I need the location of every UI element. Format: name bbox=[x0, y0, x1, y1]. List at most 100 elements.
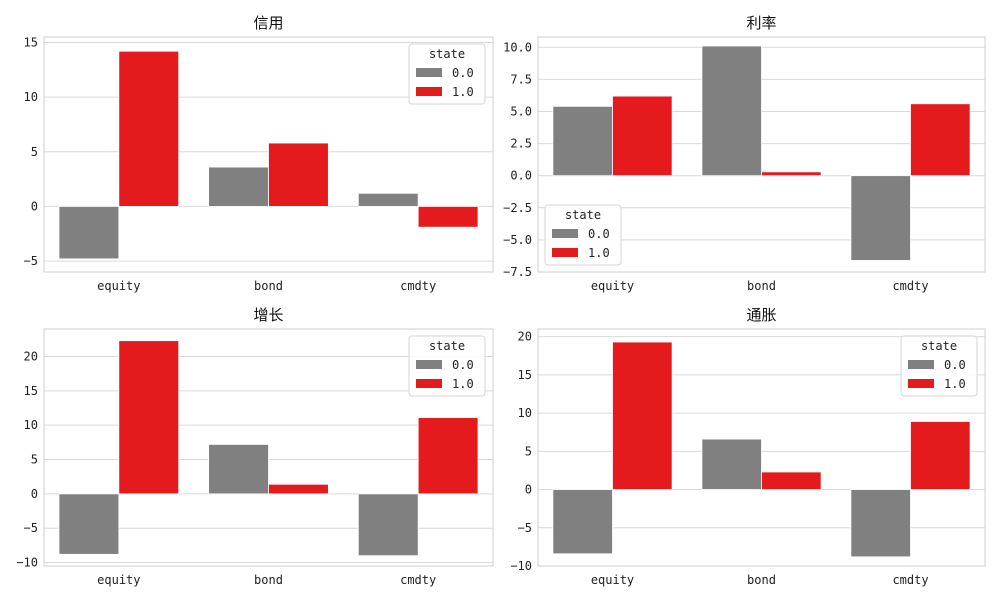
y-tick-label: −2.5 bbox=[503, 201, 532, 215]
bar-equity-0.0 bbox=[58, 493, 120, 555]
axes-frame bbox=[537, 36, 986, 273]
legend-swatch-1.0 bbox=[416, 87, 442, 96]
x-tick-label: equity bbox=[591, 573, 634, 587]
y-tick-label: 0 bbox=[31, 199, 38, 213]
legend-swatch-1.0 bbox=[908, 379, 934, 388]
axes-frame bbox=[43, 36, 494, 273]
y-tick-label: 20 bbox=[24, 349, 38, 363]
chart-title: 信用 bbox=[253, 14, 283, 32]
legend: state 0.0 1.0 bbox=[544, 204, 622, 266]
bar-cmdty-0.0 bbox=[850, 489, 911, 558]
legend-label-0.0: 0.0 bbox=[944, 358, 966, 372]
y-tick-label: 5.0 bbox=[510, 104, 532, 118]
legend-label-0.0: 0.0 bbox=[588, 227, 610, 241]
x-tick-label: cmdty bbox=[400, 279, 436, 293]
legend-swatch-0.0 bbox=[416, 360, 442, 369]
legend-swatch-1.0 bbox=[552, 248, 578, 257]
x-tick-label: bond bbox=[747, 573, 776, 587]
chart-panel-3: −10 −5 0 5 10 15 20 equity bond cmdty 增长 state 0.0 1.… bbox=[16, 306, 494, 587]
legend-swatch-0.0 bbox=[908, 360, 934, 369]
legend: state 0.0 1.0 bbox=[900, 335, 978, 397]
axes-frame bbox=[537, 328, 986, 567]
bar-cmdty-0.0 bbox=[850, 175, 911, 261]
bar-bond-0.0 bbox=[208, 444, 269, 495]
legend-title: state bbox=[429, 339, 465, 353]
chart-title: 通胀 bbox=[746, 306, 776, 324]
y-tick-label: 15 bbox=[24, 384, 38, 398]
y-tick-label: 5 bbox=[31, 145, 38, 159]
x-tick-label: equity bbox=[591, 279, 634, 293]
legend-label-0.0: 0.0 bbox=[452, 358, 474, 372]
y-tick-label: 10 bbox=[518, 406, 532, 420]
x-tick-label: bond bbox=[747, 279, 776, 293]
chart-title: 增长 bbox=[253, 306, 283, 324]
x-tick-label: bond bbox=[254, 279, 283, 293]
y-tick-label: −5.0 bbox=[503, 233, 532, 247]
chart-panel-4: −10 −5 0 5 10 15 20 equity bond cmdty 通胀 state 0.0 1.… bbox=[510, 306, 986, 587]
bar-equity-1.0 bbox=[118, 50, 180, 207]
y-tick-label: 0.0 bbox=[510, 169, 532, 183]
legend-label-1.0: 1.0 bbox=[452, 377, 474, 391]
x-tick-label: cmdty bbox=[400, 573, 436, 587]
y-tick-label: −5 bbox=[24, 521, 38, 535]
bar-bond-1.0 bbox=[761, 471, 822, 490]
legend: state 0.0 1.0 bbox=[408, 335, 486, 397]
y-tick-label: −10 bbox=[510, 559, 532, 573]
y-tick-label: 15 bbox=[518, 368, 532, 382]
chart-title: 利率 bbox=[746, 14, 776, 32]
axes-frame bbox=[43, 328, 494, 567]
legend-title: state bbox=[429, 47, 465, 61]
y-tick-label: 0 bbox=[31, 487, 38, 501]
y-tick-label: 20 bbox=[518, 330, 532, 344]
bar-cmdty-1.0 bbox=[910, 421, 971, 490]
legend: state 0.0 1.0 bbox=[408, 43, 486, 105]
legend-label-1.0: 1.0 bbox=[944, 377, 966, 391]
legend-label-1.0: 1.0 bbox=[588, 246, 610, 260]
bar-cmdty-1.0 bbox=[910, 103, 971, 177]
legend-label-1.0: 1.0 bbox=[452, 85, 474, 99]
x-tick-label: cmdty bbox=[892, 573, 928, 587]
bar-equity-0.0 bbox=[552, 105, 613, 177]
legend-title: state bbox=[565, 208, 601, 222]
y-tick-label: −5 bbox=[518, 521, 532, 535]
x-tick-label: bond bbox=[254, 573, 283, 587]
bar-equity-0.0 bbox=[58, 206, 120, 260]
y-tick-label: 7.5 bbox=[510, 72, 532, 86]
bar-equity-1.0 bbox=[612, 341, 673, 490]
bar-equity-1.0 bbox=[118, 340, 180, 495]
legend-swatch-1.0 bbox=[416, 379, 442, 388]
bar-bond-0.0 bbox=[208, 166, 269, 207]
legend-title: state bbox=[921, 339, 957, 353]
bar-equity-1.0 bbox=[612, 95, 673, 177]
x-tick-label: cmdty bbox=[892, 279, 928, 293]
legend-label-0.0: 0.0 bbox=[452, 66, 474, 80]
y-tick-label: 0 bbox=[525, 483, 532, 497]
y-tick-label: 10 bbox=[24, 418, 38, 432]
y-tick-label: 5 bbox=[31, 453, 38, 467]
y-tick-label: −10 bbox=[16, 556, 38, 570]
chart-panel-1: −5 0 5 10 15 equity bond cmdty 信用 state 0.0 1.0 bbox=[24, 14, 494, 293]
bar-bond-1.0 bbox=[761, 171, 822, 177]
bar-cmdty-0.0 bbox=[357, 493, 419, 557]
bar-cmdty-0.0 bbox=[357, 192, 419, 207]
bar-bond-1.0 bbox=[268, 483, 329, 495]
y-tick-label: −5 bbox=[24, 254, 38, 268]
y-tick-label: 5 bbox=[525, 444, 532, 458]
bar-bond-0.0 bbox=[701, 438, 762, 490]
legend-swatch-0.0 bbox=[552, 229, 578, 238]
x-tick-label: equity bbox=[97, 279, 140, 293]
y-tick-label: 10 bbox=[24, 90, 38, 104]
y-tick-label: 2.5 bbox=[510, 137, 532, 151]
x-tick-label: equity bbox=[97, 573, 140, 587]
y-tick-label: 10.0 bbox=[503, 40, 532, 54]
bar-bond-1.0 bbox=[268, 142, 329, 207]
y-tick-label: 15 bbox=[24, 35, 38, 49]
chart-panel-2: −7.5 −5.0 −2.5 0.0 2.5 5.0 7.5 10.0 equity bond cm… bbox=[503, 14, 986, 293]
bar-cmdty-1.0 bbox=[417, 417, 479, 495]
bar-bond-0.0 bbox=[701, 45, 762, 177]
bar-equity-0.0 bbox=[552, 489, 613, 555]
legend-swatch-0.0 bbox=[416, 68, 442, 77]
bar-cmdty-1.0 bbox=[417, 206, 479, 228]
y-tick-label: −7.5 bbox=[503, 265, 532, 279]
